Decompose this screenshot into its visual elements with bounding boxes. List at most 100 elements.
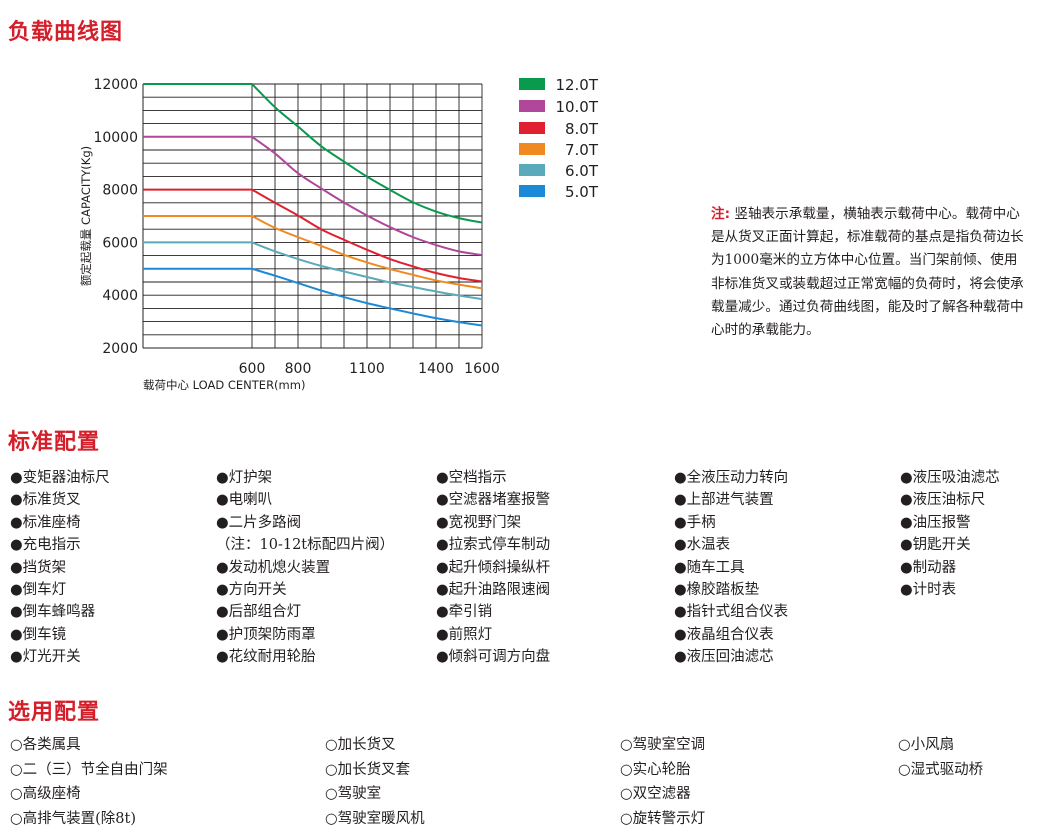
legend-swatch — [519, 185, 545, 197]
standard-config-item: ●发动机熄火装置 — [216, 559, 331, 576]
standard-config-item: ●起升油路限速阀 — [436, 581, 551, 598]
legend-swatch — [519, 78, 545, 90]
standard-config-item: ●灯光开关 — [10, 649, 81, 666]
optional-config-item: ○实心轮胎 — [620, 761, 691, 778]
standard-config-item: （注：10-12t标配四片阀） — [216, 537, 395, 554]
series-line-5.0T — [143, 267, 483, 327]
optional-config-column: ○驾驶室空调 ○实心轮胎 ○双空滤器 ○旋转警示灯 — [620, 733, 705, 831]
legend-swatch — [519, 164, 545, 176]
standard-config-item: ●护顶架防雨罩 — [216, 626, 316, 643]
standard-config-item: ●空滤器堵塞报警 — [436, 492, 551, 509]
load-curve-chart: 12000 10000 8000 6000 4000 2000 600 800 1100 1400… — [79, 76, 599, 392]
legend-label: 7.0T — [565, 141, 599, 159]
legend-label: 5.0T — [565, 183, 599, 201]
optional-config-column: ○加长货叉 ○加长货叉套 ○驾驶室 ○驾驶室暖风机 — [325, 733, 425, 831]
standard-config-item: ●花纹耐用轮胎 — [216, 649, 316, 666]
series-line-12.0T — [143, 83, 483, 224]
optional-config-item: ○驾驶室 — [325, 786, 382, 802]
standard-config-item: ●二片多路阀 — [216, 514, 302, 531]
standard-config-item: ●拉索式停车制动 — [436, 537, 551, 554]
standard-config-item: ●起升倾斜操纵杆 — [436, 559, 551, 576]
standard-config-item: ●橡胶踏板垫 — [674, 581, 760, 598]
y-tick-label: 8000 — [102, 183, 138, 199]
standard-config-item: ●充电指示 — [10, 537, 81, 554]
series-line-8.0T — [143, 188, 483, 283]
legend-label: 10.0T — [555, 98, 598, 116]
y-tick-label: 12000 — [93, 77, 138, 93]
standard-config-item: ●全液压动力转向 — [674, 470, 789, 486]
standard-config-item: ●方向开关 — [216, 581, 287, 598]
optional-config-item: ○小风扇 — [898, 737, 955, 753]
standard-config-item: ●标准货叉 — [10, 492, 81, 509]
note-label: 注: — [711, 206, 731, 222]
legend-label: 6.0T — [565, 162, 599, 180]
y-tick-label: 4000 — [102, 288, 138, 304]
standard-config-item: ●挡货架 — [10, 559, 67, 576]
optional-config-item: ○驾驶室暖风机 — [325, 810, 425, 827]
optional-config-item: ○湿式驱动桥 — [898, 761, 984, 778]
standard-config-item: ●液压回油滤芯 — [674, 649, 774, 666]
standard-config-item: ●前照灯 — [436, 626, 493, 643]
x-tick-label: 1100 — [349, 361, 385, 377]
legend-label: 12.0T — [555, 76, 598, 94]
y-axis-title: 额定起载量 CAPACITY(Kg) — [79, 146, 93, 286]
x-tick-label: 800 — [285, 361, 312, 377]
standard-config-item: ●倒车蜂鸣器 — [10, 604, 96, 621]
optional-config-item: ○高排气装置(除8t) — [10, 810, 137, 827]
standard-config-item: ●倒车灯 — [10, 581, 67, 598]
chart-note: 注: 竖轴表示承载量，横轴表示载荷中心。载荷中心是从货叉正面计算起，标准载荷的基… — [711, 203, 1031, 342]
x-tick-label: 600 — [239, 361, 266, 377]
series-line-10.0T — [143, 135, 483, 257]
standard-config-item: ●灯护架 — [216, 470, 273, 486]
legend-swatch — [519, 122, 545, 134]
legend-swatch — [519, 143, 545, 155]
standard-config-item: ●随车工具 — [674, 559, 745, 576]
optional-config-title: 选用配置 — [8, 700, 101, 725]
optional-config-item: ○加长货叉 — [325, 737, 396, 753]
optional-config-column: ○小风扇 ○湿式驱动桥 — [898, 733, 983, 782]
y-tick-label: 10000 — [93, 130, 138, 146]
standard-config-item: ●宽视野门架 — [436, 514, 522, 531]
standard-config-item: ●液晶组合仪表 — [674, 626, 774, 643]
standard-config-column: ●空档指示 ●空滤器堵塞报警 ●宽视野门架 ●拉索式停车制动 ●起升倾斜操纵杆 ●起升油路… — [436, 467, 550, 669]
standard-config-title: 标准配置 — [8, 430, 101, 455]
x-axis-title: 载荷中心 LOAD CENTER(mm) — [143, 378, 305, 392]
standard-config-column: ●液压吸油滤芯 ●液压油标尺 ●油压报警 ●钥匙开关 ●制动器 ●计时表 — [900, 467, 1000, 601]
standard-config-item: ●后部组合灯 — [216, 604, 302, 621]
standard-config-item: ●钥匙开关 — [900, 537, 971, 554]
optional-config-item: ○旋转警示灯 — [620, 810, 706, 827]
standard-config-item: ●油压报警 — [900, 514, 971, 531]
standard-config-item: ●液压油标尺 — [900, 492, 986, 509]
standard-config-column: ●变矩器油标尺 ●标准货叉 ●标准座椅 ●充电指示 ●挡货架 ●倒车灯 ●倒车蜂鸣器 ●倒车镜… — [10, 467, 110, 669]
legend-swatch — [519, 100, 545, 112]
standard-config-item: ●手柄 — [674, 514, 716, 531]
standard-config-item: ●指针式组合仪表 — [674, 604, 789, 621]
optional-config-item: ○二（三）节全自由门架 — [10, 761, 168, 778]
standard-config-item: ●计时表 — [900, 581, 957, 598]
standard-config-item: ●液压吸油滤芯 — [900, 470, 1000, 486]
standard-config-column: ●灯护架 ●电喇叭 ●二片多路阀 （注：10-12t标配四片阀） ●发动机熄火装置 ●方向… — [216, 467, 394, 669]
optional-config-item: ○高级座椅 — [10, 786, 81, 802]
standard-config-item: ●水温表 — [674, 537, 731, 554]
series-line-6.0T — [143, 241, 483, 301]
standard-config-item: ●电喇叭 — [216, 492, 273, 509]
x-tick-label: 1400 — [418, 361, 454, 377]
standard-config-item: ●制动器 — [900, 559, 957, 576]
standard-config-item: ●倾斜可调方向盘 — [436, 649, 551, 666]
standard-config-item: ●变矩器油标尺 — [10, 470, 110, 486]
standard-config-item: ●标准座椅 — [10, 514, 81, 531]
standard-config-item: ●牵引销 — [436, 604, 493, 621]
optional-config-item: ○驾驶室空调 — [620, 737, 706, 753]
series-line-7.0T — [143, 215, 483, 290]
optional-config-item: ○双空滤器 — [620, 786, 691, 802]
standard-config-item: ●上部进气装置 — [674, 492, 774, 509]
standard-config-column: ●全液压动力转向 ●上部进气装置 ●手柄 ●水温表 ●随车工具 ●橡胶踏板垫 ●指针式组合仪… — [674, 467, 788, 669]
load-chart-title: 负载曲线图 — [8, 20, 124, 45]
optional-config-column: ○各类属具 ○二（三）节全自由门架 ○高级座椅 ○高排气装置(除8t) — [10, 733, 168, 831]
optional-config-item: ○加长货叉套 — [325, 761, 411, 778]
optional-config-item: ○各类属具 — [10, 737, 81, 753]
standard-config-item: ●空档指示 — [436, 470, 507, 486]
note-text: 竖轴表示承载量，横轴表示载荷中心。载荷中心是从货叉正面计算起，标准载荷的基点是指… — [711, 206, 1024, 339]
legend-label: 8.0T — [565, 120, 599, 138]
standard-config-item: ●倒车镜 — [10, 626, 67, 643]
